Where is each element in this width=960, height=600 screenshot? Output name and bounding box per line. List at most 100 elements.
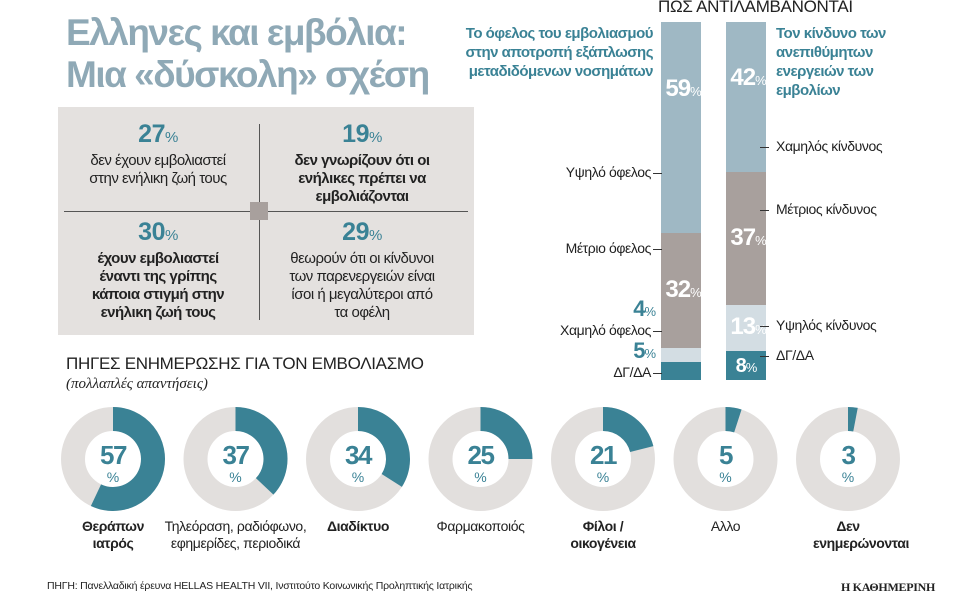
label-tick — [653, 249, 662, 250]
bar-segment — [661, 347, 701, 363]
percent-sign: % — [719, 469, 731, 485]
stat-text: δεν γνωρίζουν ότι οι ενήλικες πρέπει να … — [294, 152, 430, 205]
value: 4 — [633, 295, 645, 321]
donut-value: 37 — [223, 440, 250, 470]
label-tick — [653, 331, 662, 332]
donut-value: 5 — [719, 440, 733, 470]
percent-sign: % — [107, 469, 119, 485]
chart-title: ΠΩΣ ΑΝΤΙΛΑΜΒΑΝΟΝΤΑΙ — [658, 0, 853, 16]
label-tick — [653, 173, 662, 174]
bar-segment — [726, 351, 766, 380]
donut-value: 25 — [468, 440, 495, 470]
data-label: 4% — [599, 295, 656, 323]
donut-slice — [234, 407, 288, 495]
brand-logo: Η ΚΑΘΗΜΕΡΙΝΗ — [840, 580, 935, 594]
stat-value: 29% — [342, 218, 382, 246]
series-label: Τον κίνδυνο των ανεπιθύμητων ενεργειών τ… — [776, 25, 886, 99]
center-square — [250, 202, 268, 220]
data-label: 42% — [726, 65, 770, 94]
donut-slice — [602, 407, 654, 453]
donut-value: 57 — [100, 440, 127, 470]
data-label: 59% — [661, 74, 705, 105]
bar-segment — [726, 304, 766, 352]
label-tick — [760, 147, 769, 148]
data-label: 5% — [599, 338, 656, 365]
donut-value: 21 — [590, 440, 617, 470]
donut-label: Τηλεόραση, ραδιόφωνο, εφημερίδες, περιοδ… — [164, 518, 307, 551]
percent-sign: % — [597, 469, 609, 485]
percent-sign: % — [755, 73, 767, 89]
donut-slice — [357, 407, 410, 487]
donut-slice — [725, 407, 742, 433]
value: 42 — [730, 64, 756, 92]
category-label: Χαμηλό όφελος — [560, 322, 651, 338]
label-tick — [760, 356, 769, 357]
donut-value: 3 — [842, 440, 856, 470]
donut-label: Διαδίκτυο — [326, 518, 390, 534]
stat-item: 19% δεν γνωρίζουν ότι οι ενήλικες πρέπει… — [262, 120, 462, 206]
bar-segment — [726, 22, 766, 173]
label-tick — [760, 326, 769, 327]
stat-text: έχουν εμβολιαστεί έναντι της γρίπης κάπο… — [91, 250, 225, 321]
label-tick — [653, 373, 662, 374]
data-label: 32% — [661, 275, 705, 306]
page-title: Ελληνες και εμβόλια: Μια «δύσκολη» σχέση — [66, 12, 430, 96]
chart-title: ΠΗΓΕΣ ΕΝΗΜΕΡΩΣΗΣ ΓΙΑ ΤΟΝ ΕΜΒΟΛΙΑΣΜΟ — [66, 354, 424, 373]
donut-slice — [90, 407, 165, 511]
donut-label: Φαρμακοποιός — [436, 518, 525, 534]
source-note: ΠΗΓΗ: Πανελλαδική έρευνα HELLAS HEALTH V… — [47, 580, 473, 592]
value: 37 — [730, 223, 756, 251]
percent-sign: % — [644, 346, 656, 362]
percent-sign: % — [474, 469, 486, 485]
data-label: 8% — [726, 353, 766, 381]
stat-item: 29% θεωρούν ότι οι κίνδυνοι των παρενεργ… — [262, 218, 462, 322]
stat-text: δεν έχουν εμβολιαστεί στην ενήλικη ζωή τ… — [89, 152, 227, 187]
stat-item: 27% δεν έχουν εμβολιαστεί στην ενήλικη ζ… — [58, 120, 258, 188]
value: 13 — [730, 313, 756, 341]
value: 32 — [665, 275, 691, 303]
donut-slice — [479, 407, 533, 460]
percent-sign: % — [690, 83, 702, 99]
percent-sign: % — [755, 232, 767, 248]
data-label: 13% — [726, 314, 770, 343]
stat-item: 30% έχουν εμβολιαστεί έναντι της γρίπης … — [58, 218, 258, 322]
stat-value: 19% — [342, 120, 382, 148]
donut-value: 34 — [345, 440, 373, 470]
category-label: Χαμηλός κίνδυνος — [776, 138, 883, 154]
percent-sign: % — [755, 322, 767, 338]
series-label: Το όφελος του εμβολιασμού στην αποτροπή … — [465, 25, 653, 80]
percent-sign: % — [229, 469, 241, 485]
category-label: Υψηλό όφελος — [565, 164, 652, 180]
donut-label: Αλλο — [710, 518, 741, 534]
category-label: ΔΓ/ΔΑ — [776, 347, 814, 363]
percent-sign: % — [644, 303, 656, 319]
percent-sign: % — [352, 469, 364, 485]
bar-segment — [726, 172, 766, 305]
percent-sign: % — [842, 469, 854, 485]
value: 8 — [735, 355, 747, 378]
stat-value: 27% — [138, 120, 178, 148]
title-line: Ελληνες και εμβόλια: — [66, 12, 408, 53]
donut-label: Θεράπων ιατρός — [82, 518, 144, 551]
donut-label: Δεν ενημερώνονται — [813, 518, 909, 551]
category-label: Μέτριος κίνδυνος — [776, 201, 877, 217]
donut-slice — [847, 407, 858, 432]
label-tick — [760, 210, 769, 211]
data-label: 37% — [726, 223, 770, 254]
value: 59 — [665, 74, 691, 102]
chart-subtitle: (πολλαπλές απαντήσεις) — [66, 376, 208, 392]
stat-text: θεωρούν ότι οι κίνδυνοι των παρενεργειών… — [289, 250, 435, 321]
category-label: Μέτριο όφελος — [565, 240, 652, 256]
percent-sign: % — [690, 284, 702, 300]
bar-segment — [661, 22, 701, 234]
divider — [259, 124, 260, 320]
donut-label: Φίλοι /οικογένεια — [570, 518, 636, 551]
value: 5 — [633, 338, 645, 364]
category-label: Υψηλός κίνδυνος — [776, 317, 877, 333]
bar-segment — [661, 233, 701, 348]
category-label: ΔΓ/ΔΑ — [613, 364, 651, 380]
percent-sign: % — [745, 360, 758, 376]
title-line: Μια «δύσκολη» σχέση — [66, 54, 430, 95]
stats-panel — [58, 107, 474, 335]
